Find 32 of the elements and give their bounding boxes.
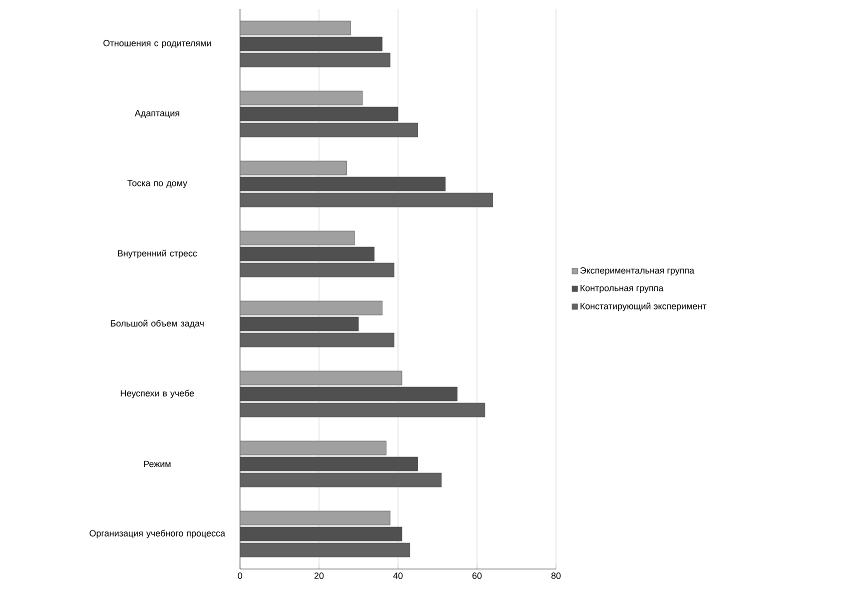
bar [240, 52, 390, 68]
bar [240, 472, 442, 488]
bar [240, 332, 394, 348]
bar [240, 90, 363, 106]
y-tick-label: Адаптация [134, 110, 180, 118]
y-tick-label: Внутренний стресс [118, 250, 197, 258]
bar [240, 192, 493, 208]
bar [240, 160, 347, 176]
bar [240, 440, 386, 456]
y-tick-label: Режим [144, 460, 170, 468]
bar [240, 20, 351, 36]
y-tick-label: Неуспехи в учебе [120, 390, 194, 398]
bar [240, 370, 402, 386]
bar [240, 122, 418, 138]
legend-label: Констатирующий эксперимент [580, 302, 706, 312]
bar [240, 402, 486, 418]
bar [240, 510, 390, 526]
bar [240, 230, 355, 246]
x-tick-label: 80 [551, 572, 561, 579]
x-tick-label: 60 [472, 572, 482, 579]
y-tick-label: Тоска по дому [127, 180, 188, 188]
legend-label: Контрольная группа [580, 284, 664, 294]
bar [240, 262, 394, 278]
x-tick-label: 40 [393, 572, 403, 579]
bar [240, 300, 382, 316]
y-tick-label: Организация учебного процесса [90, 530, 226, 538]
y-tick-label: Отношения с родителями [103, 40, 211, 48]
bar [240, 542, 410, 558]
x-tick-label: 20 [314, 572, 324, 579]
x-tick-label: 0 [238, 572, 242, 579]
y-tick-label: Большой объем задач [110, 320, 204, 328]
legend-label: Экспериментальная группа [580, 267, 694, 276]
